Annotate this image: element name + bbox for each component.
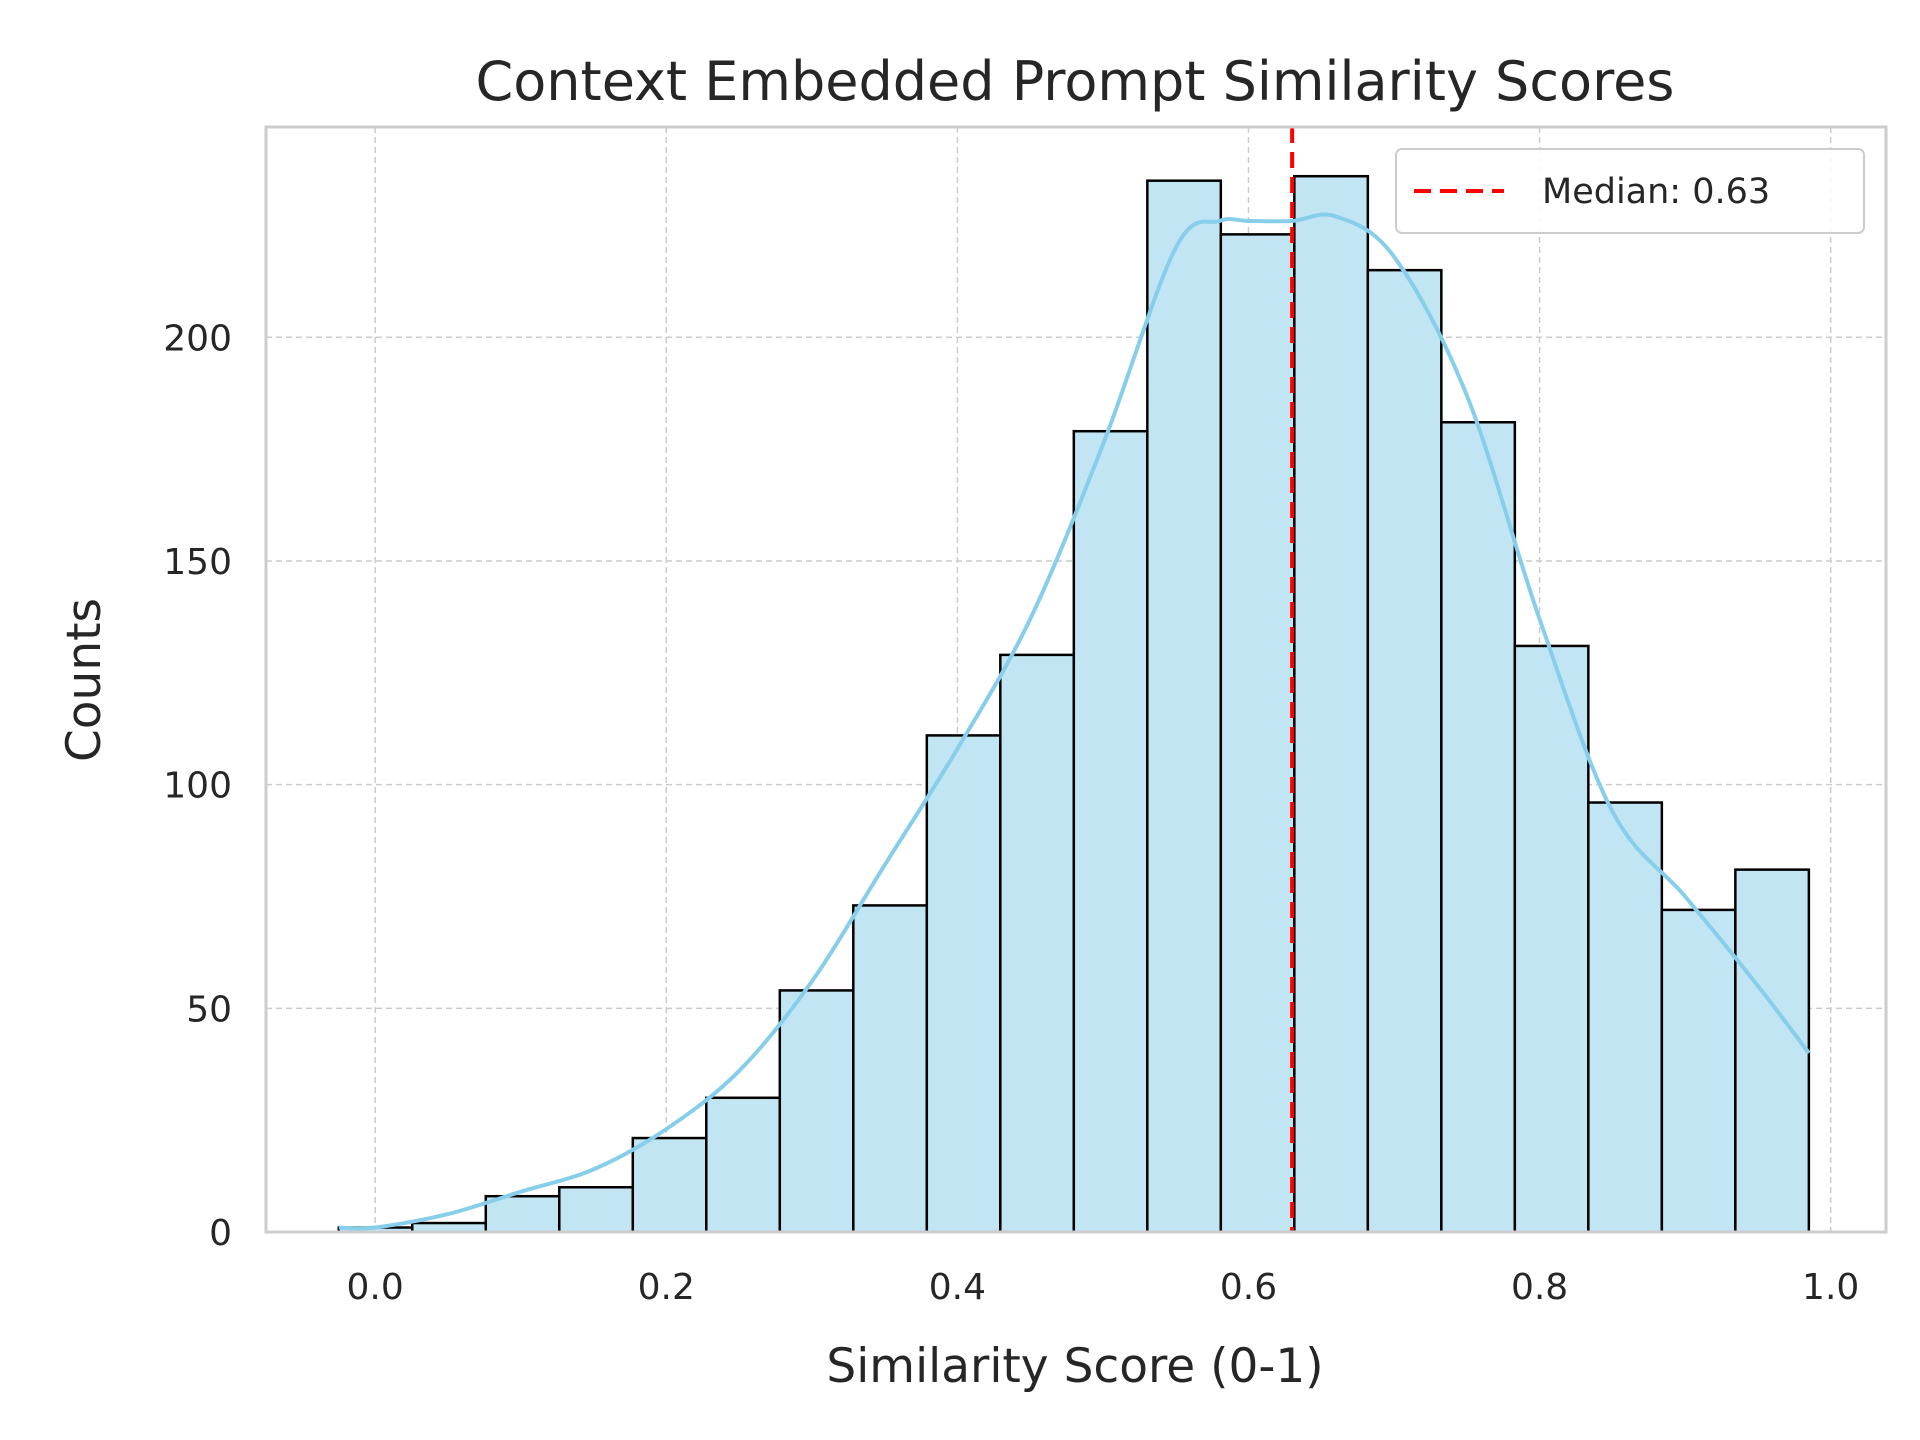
histogram-bar — [1513, 644, 1590, 1234]
x-tick-label: 1.0 — [1802, 1267, 1859, 1308]
histogram-bar — [631, 1136, 708, 1234]
x-axis-label: Similarity Score (0-1) — [826, 1339, 1323, 1394]
y-axis-label: Counts — [57, 598, 112, 762]
histogram-bar — [925, 734, 1002, 1234]
histogram-bar — [1366, 268, 1443, 1234]
kde-curve — [338, 212, 1811, 1231]
histogram-bar — [558, 1186, 635, 1234]
y-tick-label: 50 — [186, 989, 232, 1030]
plot-frame — [264, 125, 1888, 1234]
legend: Median: 0.63 — [1395, 148, 1865, 234]
histogram-bar — [1072, 429, 1149, 1234]
x-tick-label: 0.4 — [929, 1267, 986, 1308]
histogram-bar — [1219, 233, 1296, 1234]
x-tick-label: 0.2 — [638, 1267, 695, 1308]
histogram-bar — [705, 1096, 782, 1234]
x-tick-label: 0.6 — [1220, 1267, 1277, 1308]
histogram-bar — [1293, 174, 1370, 1234]
y-tick-label: 0 — [209, 1213, 232, 1254]
histogram-bar — [1440, 421, 1517, 1234]
x-tick-label: 0.8 — [1511, 1267, 1568, 1308]
histogram-bar — [778, 989, 855, 1234]
y-tick-labels: 0 50 100 150 200 — [163, 318, 232, 1254]
histogram-bar — [852, 904, 929, 1234]
x-tick-label: 0.0 — [347, 1267, 404, 1308]
histogram-bar — [1587, 801, 1664, 1234]
chart-title: Context Embedded Prompt Similarity Score… — [476, 50, 1675, 113]
histogram-bar — [999, 653, 1076, 1234]
legend-median-label: Median: 0.63 — [1542, 172, 1770, 212]
histogram-bars — [337, 174, 1811, 1234]
kde-curve-layer — [338, 212, 1811, 1231]
histogram-bar — [1146, 179, 1223, 1234]
histogram-bar — [1660, 908, 1737, 1234]
histogram-bar — [1734, 868, 1811, 1234]
legend-box — [1395, 148, 1865, 234]
y-tick-label: 150 — [163, 542, 232, 583]
x-tick-labels: 0.0 0.2 0.4 0.6 0.8 1.0 — [347, 1267, 1860, 1308]
histogram-bar — [484, 1194, 561, 1234]
y-tick-label: 100 — [163, 766, 232, 807]
y-tick-label: 200 — [163, 318, 232, 359]
